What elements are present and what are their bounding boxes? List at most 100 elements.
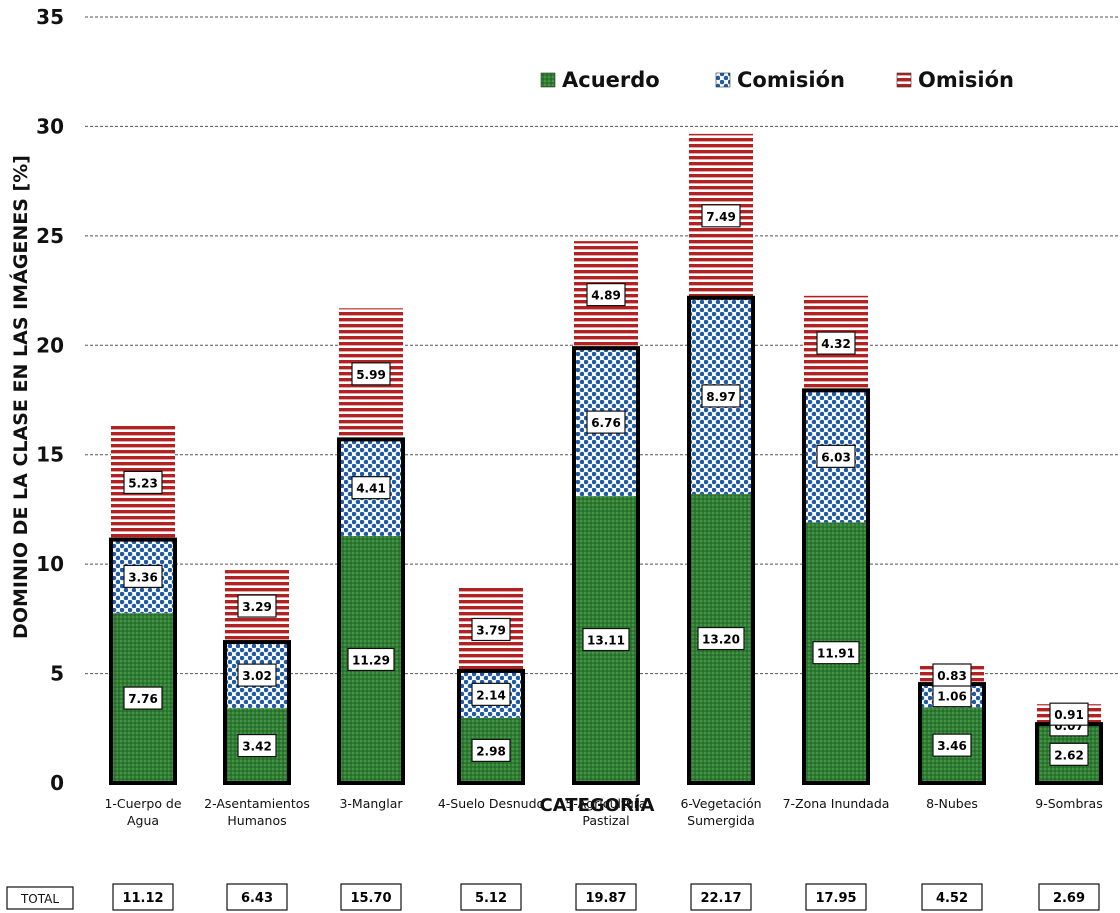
total-value: 6.43	[241, 891, 273, 906]
data-label-acuerdo: 13.11	[587, 634, 625, 648]
x-tick-label: 2-Asentamientos Humanos	[204, 796, 310, 828]
y-tick-label: 0	[50, 771, 64, 795]
data-label-acuerdo: 11.91	[817, 647, 855, 661]
x-axis-ticks: 1-Cuerpo de Agua 2-Asentamientos Humanos 3-M…	[104, 796, 1102, 828]
total-value-box	[460, 883, 522, 911]
data-label-omision: 4.32	[821, 337, 851, 351]
data-label-box	[237, 594, 277, 618]
data-label-comision: 3.36	[128, 570, 158, 584]
total-value-box	[340, 883, 402, 911]
legend-swatch-acuerdo	[540, 72, 556, 88]
data-label-comision: 1.06	[937, 690, 967, 704]
bar-outline	[457, 668, 525, 785]
x-tick-label: 4-Suelo Desnudo	[438, 796, 544, 811]
total-value: 5.12	[475, 891, 507, 906]
data-label-omision: 5.99	[356, 368, 386, 382]
total-value: 19.87	[585, 891, 626, 906]
x-tick-label: 5-Agricultura Pastizal	[565, 796, 646, 828]
total-value-box	[112, 883, 174, 911]
bar-outline	[109, 537, 177, 785]
data-label-box	[471, 617, 511, 642]
x-tick-label: 7-Zona Inundada	[783, 796, 890, 811]
data-label-omision: 3.29	[242, 600, 272, 614]
data-label-box	[812, 641, 860, 665]
data-label-box	[701, 204, 741, 228]
data-label-acuerdo: 13.20	[702, 633, 740, 647]
data-label-box	[351, 362, 391, 386]
data-label-box	[932, 663, 972, 687]
data-label-box	[932, 733, 972, 757]
data-label-omision: 7.49	[706, 210, 736, 224]
legend-swatch-comision	[715, 72, 731, 88]
data-label-omision: 3.79	[476, 623, 506, 637]
data-label-box	[471, 738, 511, 762]
data-label-box	[123, 564, 163, 588]
data-label-box	[1049, 742, 1089, 766]
data-label-box	[701, 384, 741, 408]
data-label-acuerdo: 7.76	[128, 692, 158, 706]
total-value: 2.69	[1053, 891, 1085, 906]
total-value-box	[805, 883, 867, 911]
data-label-comision: 6.03	[821, 450, 851, 464]
total-value-box	[921, 883, 983, 911]
data-label-acuerdo: 3.42	[242, 740, 272, 754]
data-label-box	[471, 682, 511, 706]
data-label-acuerdo: 3.46	[937, 739, 967, 753]
legend-label-acuerdo: Acuerdo	[562, 68, 660, 92]
data-label-acuerdo: 2.98	[476, 744, 506, 758]
data-label-comision: 6.76	[591, 416, 621, 430]
x-tick-label: 6-Vegetación Sumergida	[680, 796, 761, 828]
y-tick-label: 30	[36, 114, 64, 138]
data-label-omision: 5.23	[128, 476, 158, 490]
legend: Acuerdo Comisión Omisión	[540, 68, 1014, 92]
y-tick-label: 25	[36, 224, 64, 248]
data-label-box	[123, 470, 163, 494]
y-tick-label: 35	[36, 5, 64, 29]
data-label-omision: 0.91	[1054, 708, 1084, 722]
bar-outline	[802, 388, 870, 785]
data-label-box	[582, 627, 630, 652]
y-axis-ticks: 0 5 10 15 20 25 30 35	[36, 5, 64, 795]
total-value: 17.95	[815, 891, 856, 906]
total-value-box	[226, 883, 288, 911]
bar-outline	[337, 437, 405, 785]
data-label-comision: 4.41	[356, 482, 386, 496]
data-label-box	[586, 410, 626, 434]
data-label-acuerdo: 2.62	[1054, 748, 1084, 762]
x-tick-label: 3-Manglar	[339, 796, 403, 811]
bar-outline	[223, 640, 291, 786]
bar-outline	[687, 295, 755, 785]
y-tick-label: 5	[50, 662, 64, 686]
total-value: 15.70	[350, 891, 391, 906]
data-label-omision: 4.89	[591, 289, 621, 303]
bar-outline	[572, 346, 640, 785]
y-tick-label: 10	[36, 552, 64, 576]
data-label-box	[816, 331, 856, 355]
data-label-box	[586, 283, 626, 307]
y-axis-title: DOMINIO DE LA CLASE EN LAS IMÁGENES [%]	[9, 155, 32, 639]
data-label-box	[351, 476, 391, 500]
total-value-box	[1038, 883, 1100, 911]
total-value-box	[690, 883, 752, 911]
data-label-comision: 3.02	[242, 669, 272, 683]
x-tick-label: 9-Sombras	[1035, 796, 1102, 811]
data-label-box	[347, 647, 395, 672]
total-label: TOTAL	[20, 892, 59, 906]
total-value: 11.12	[122, 891, 163, 906]
data-label-omision: 0.83	[937, 669, 967, 683]
data-label-box	[697, 626, 745, 651]
data-label-comision: 2.14	[476, 688, 506, 702]
x-tick-label: 1-Cuerpo de Agua	[104, 796, 181, 828]
totals-row: TOTAL 11.12 6.43 15.70 5.12 19.87 22.17 17.95 4.…	[6, 883, 1100, 911]
legend-label-comision: Comisión	[737, 68, 845, 92]
total-value: 4.52	[936, 891, 968, 906]
data-label-acuerdo: 11.29	[352, 653, 390, 667]
data-label-box	[1049, 702, 1089, 726]
legend-label-omision: Omisión	[918, 68, 1014, 92]
data-label-comision: 8.97	[706, 390, 736, 404]
y-tick-label: 20	[36, 333, 64, 357]
y-tick-label: 15	[36, 443, 64, 467]
data-label-box	[237, 663, 277, 687]
data-labels: 7.76 3.36 5.23 3.42 3.02 3.29 11.29 4.41 5.99 2.9…	[123, 204, 1089, 766]
